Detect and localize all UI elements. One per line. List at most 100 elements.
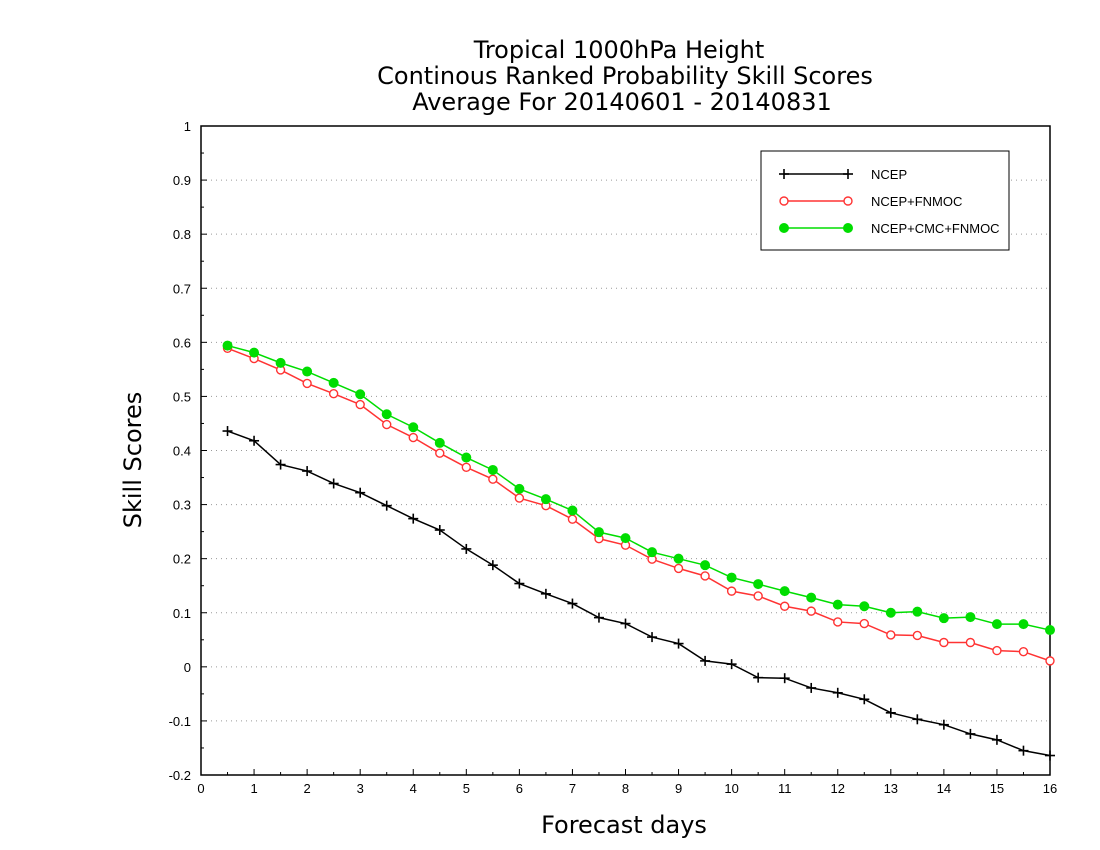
data-point-ncep xyxy=(859,694,870,705)
data-point-ncep-cmc-fnmoc xyxy=(355,389,366,400)
legend-marker xyxy=(843,169,853,179)
data-point-ncep xyxy=(1018,745,1029,756)
legend-marker xyxy=(779,196,789,206)
x-tick-label: 5 xyxy=(463,781,470,796)
data-point-ncep xyxy=(753,672,764,683)
data-point-ncep-fnmoc xyxy=(806,606,816,616)
legend-label: NCEP+FNMOC xyxy=(871,194,962,209)
data-point-ncep-cmc-fnmoc xyxy=(673,553,684,564)
legend-label: NCEP xyxy=(871,167,907,182)
x-tick-label: 14 xyxy=(937,781,951,796)
y-tick-label: 0.1 xyxy=(173,606,191,621)
legend-marker xyxy=(843,196,853,206)
data-point-ncep-cmc-fnmoc xyxy=(540,494,551,505)
data-point-ncep-cmc-fnmoc xyxy=(1045,625,1055,636)
data-point-ncep xyxy=(328,478,339,489)
y-tick-label: 0.4 xyxy=(173,444,191,459)
data-point-ncep-fnmoc xyxy=(779,601,790,611)
y-tick-label: 0.3 xyxy=(173,498,191,513)
data-point-ncep-fnmoc xyxy=(700,571,710,581)
data-point-ncep-cmc-fnmoc xyxy=(408,422,419,433)
y-axis-label: Skill Scores xyxy=(119,392,147,529)
chart-title: Tropical 1000hPa Height Continous Ranked… xyxy=(377,36,873,116)
data-point-ncep-fnmoc xyxy=(355,399,365,410)
y-tick-label: 0.8 xyxy=(173,227,191,242)
data-point-ncep-cmc-fnmoc xyxy=(1018,619,1029,630)
data-point-ncep xyxy=(434,525,445,536)
data-point-ncep xyxy=(593,612,604,623)
data-point-ncep-cmc-fnmoc xyxy=(938,613,949,624)
x-tick-label: 11 xyxy=(778,781,792,796)
x-tick-label: 15 xyxy=(990,781,1004,796)
x-tick-label: 16 xyxy=(1043,781,1057,796)
data-point-ncep-cmc-fnmoc xyxy=(275,357,286,368)
data-point-ncep-cmc-fnmoc xyxy=(567,505,578,516)
data-point-ncep xyxy=(222,426,233,437)
y-tick-label: 0.7 xyxy=(173,281,191,296)
data-point-ncep-cmc-fnmoc xyxy=(832,599,843,610)
legend-item-ncep-fnmoc: NCEP+FNMOC xyxy=(779,194,962,209)
data-point-ncep xyxy=(991,734,1002,745)
data-point-ncep-fnmoc xyxy=(726,586,737,596)
data-point-ncep-cmc-fnmoc xyxy=(302,366,313,377)
data-point-ncep xyxy=(381,500,392,511)
data-point-ncep-cmc-fnmoc xyxy=(700,560,711,571)
data-point-ncep-cmc-fnmoc xyxy=(885,607,896,618)
data-point-ncep xyxy=(540,588,551,599)
legend-marker xyxy=(843,223,853,233)
x-tick-label: 2 xyxy=(304,781,311,796)
data-point-ncep xyxy=(487,560,498,571)
legend: NCEP NCEP+FNMOC NCEP+CMC+FNMOC xyxy=(760,150,1010,251)
series-ncep xyxy=(222,426,1055,761)
data-point-ncep-cmc-fnmoc xyxy=(514,483,525,494)
data-point-ncep-fnmoc xyxy=(408,432,418,443)
legend-marker xyxy=(779,169,789,179)
y-tick-label: -0.2 xyxy=(169,768,191,783)
data-point-ncep-fnmoc xyxy=(302,378,312,389)
series-ncep-fnmoc xyxy=(222,343,1055,666)
y-tick-label: 0 xyxy=(184,660,191,675)
data-point-ncep xyxy=(726,659,737,670)
data-point-ncep-cmc-fnmoc xyxy=(593,527,604,538)
legend-label: NCEP+CMC+FNMOC xyxy=(871,221,1000,236)
x-tick-label: 4 xyxy=(410,781,417,796)
data-point-ncep-cmc-fnmoc xyxy=(726,572,737,583)
data-point-ncep-cmc-fnmoc xyxy=(647,547,658,558)
data-point-ncep xyxy=(965,728,976,739)
data-point-ncep-cmc-fnmoc xyxy=(912,606,923,617)
x-axis-label: Forecast days xyxy=(541,811,707,839)
data-point-ncep-fnmoc xyxy=(886,630,896,640)
data-point-ncep-cmc-fnmoc xyxy=(859,601,870,612)
x-tick-label: 0 xyxy=(197,781,204,796)
data-point-ncep-fnmoc xyxy=(567,514,578,524)
y-tick-label: -0.1 xyxy=(169,714,191,729)
data-point-ncep-cmc-fnmoc xyxy=(487,464,498,475)
data-point-ncep-fnmoc xyxy=(461,462,472,472)
data-point-ncep xyxy=(673,638,684,649)
title-line-3: Average For 20140601 - 20140831 xyxy=(412,88,832,116)
data-point-ncep xyxy=(408,513,419,524)
data-point-ncep xyxy=(647,632,658,643)
data-point-ncep-fnmoc xyxy=(833,617,843,627)
y-tick-label: 0.9 xyxy=(173,173,191,188)
data-point-ncep xyxy=(514,578,525,589)
x-tick-label: 7 xyxy=(569,781,576,796)
y-tick-label: 0.5 xyxy=(173,389,191,404)
data-point-ncep-fnmoc xyxy=(939,637,949,648)
x-tick-label: 13 xyxy=(884,781,898,796)
data-point-ncep-cmc-fnmoc xyxy=(991,619,1002,630)
data-point-ncep-fnmoc xyxy=(488,474,498,484)
data-point-ncep-cmc-fnmoc xyxy=(381,409,392,420)
data-point-ncep-cmc-fnmoc xyxy=(434,437,445,448)
title-line-2: Continous Ranked Probability Skill Score… xyxy=(377,62,873,90)
data-point-ncep xyxy=(302,466,313,477)
data-point-ncep-cmc-fnmoc xyxy=(965,612,976,623)
data-point-ncep-fnmoc xyxy=(753,591,763,601)
data-point-ncep xyxy=(355,487,366,498)
data-point-ncep-fnmoc xyxy=(435,448,445,458)
gridlines xyxy=(201,179,1050,722)
x-tick-label: 10 xyxy=(724,781,738,796)
legend-marker xyxy=(779,223,789,233)
data-point-ncep-fnmoc xyxy=(382,419,392,430)
